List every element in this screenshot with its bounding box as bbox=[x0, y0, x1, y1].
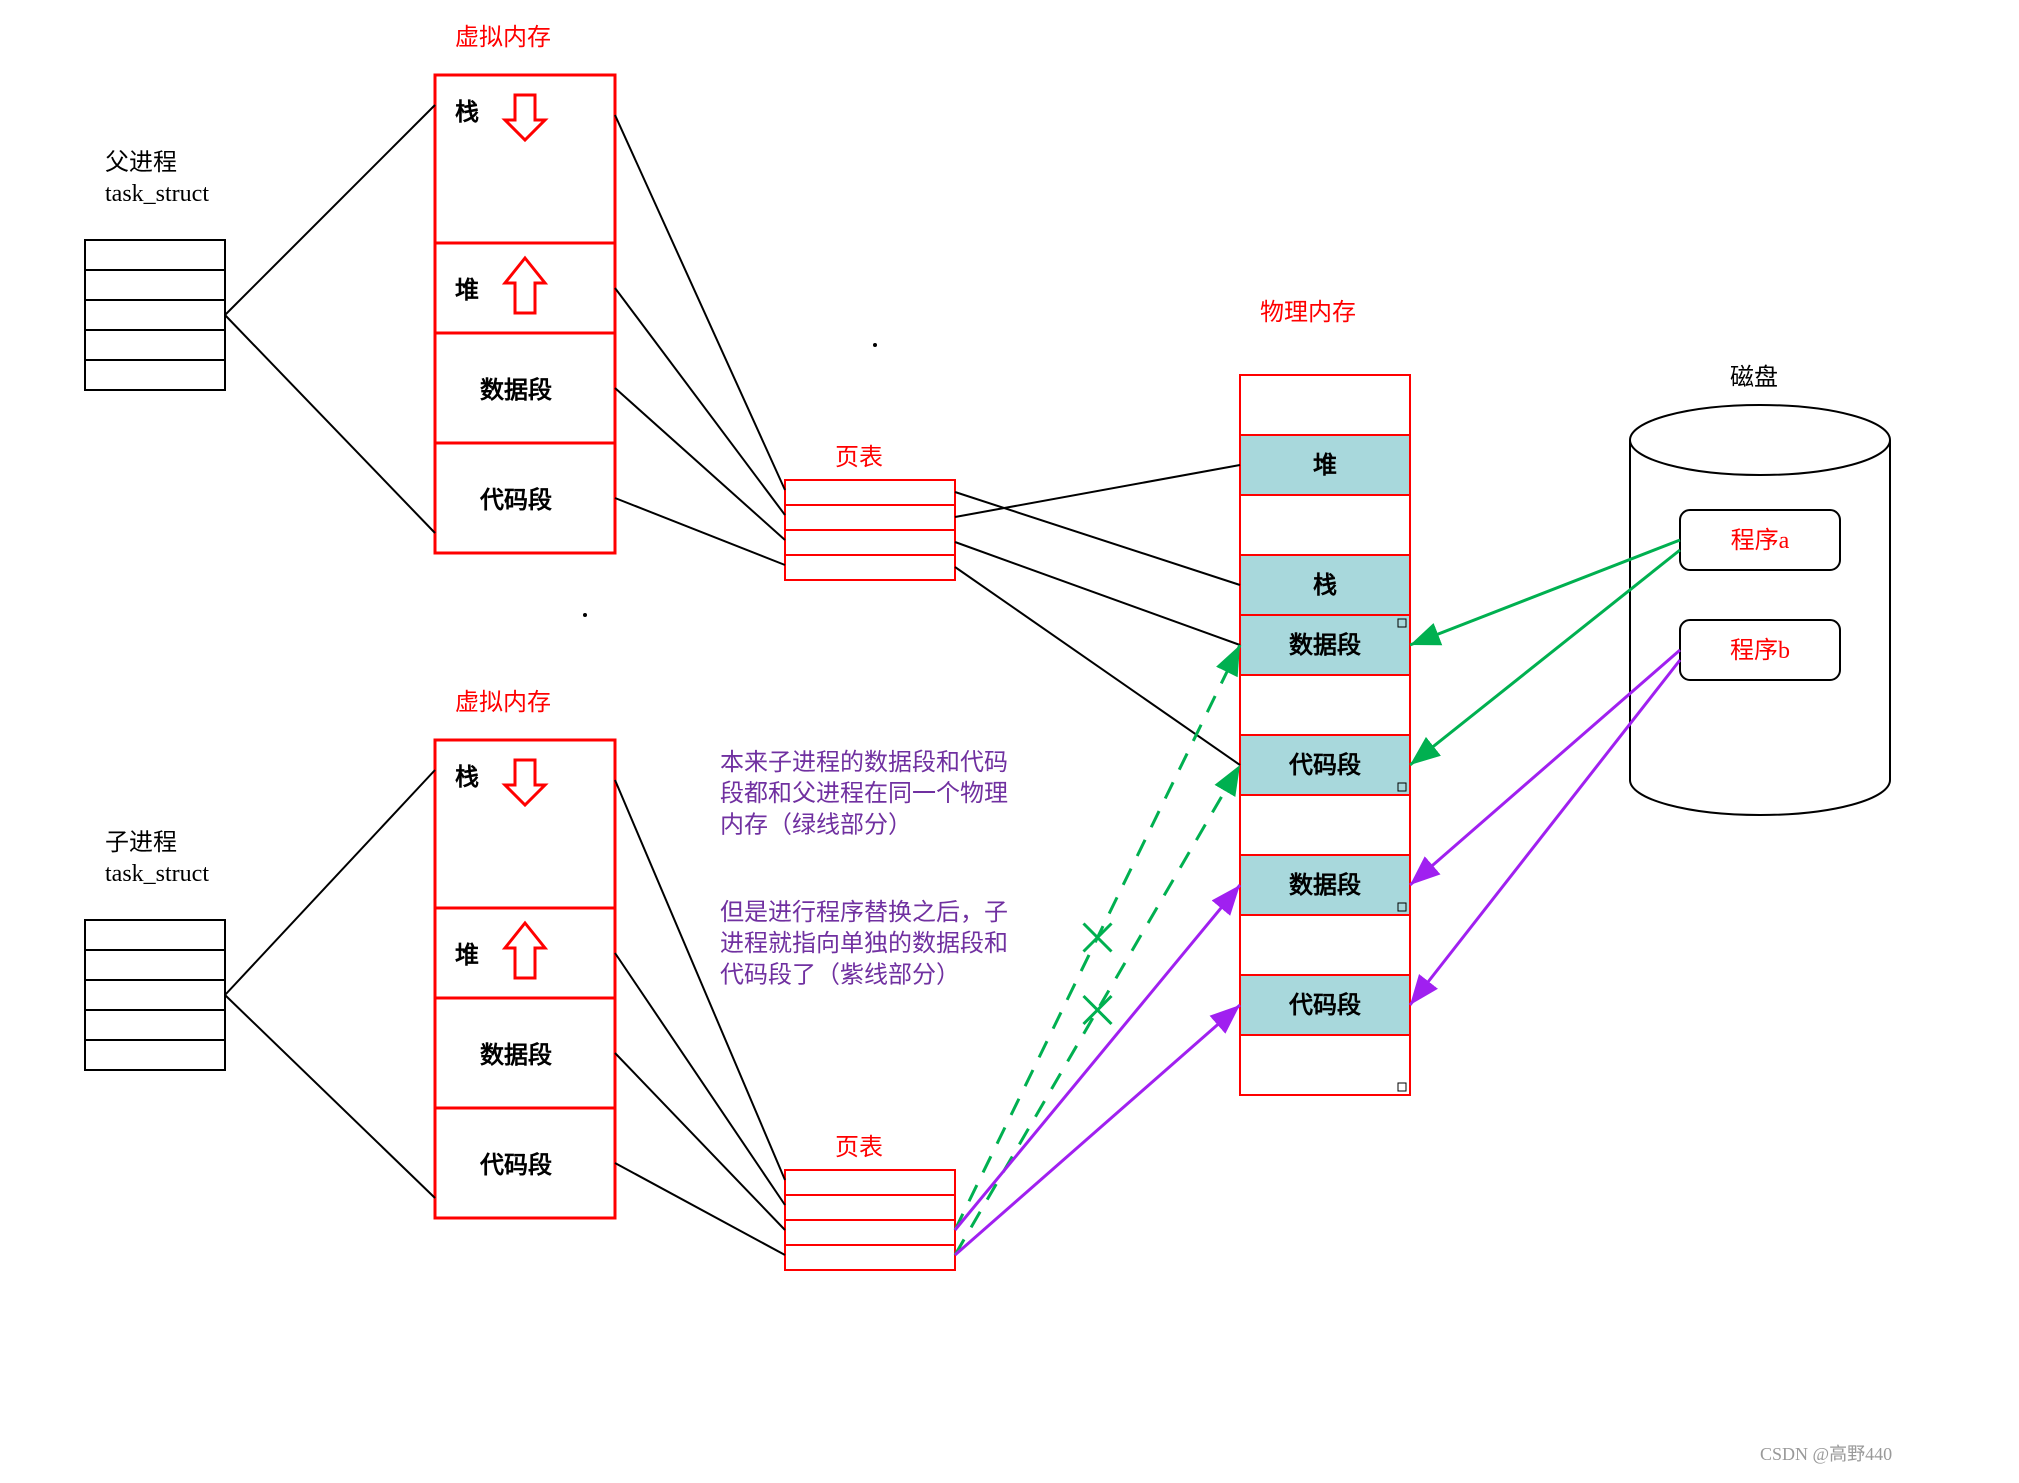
physical-title: 物理内存 bbox=[1260, 299, 1356, 326]
child-vm-title: 虚拟内存 bbox=[455, 689, 551, 716]
parent-struct-row bbox=[85, 270, 225, 300]
parent-struct-row bbox=[85, 300, 225, 330]
parent-pagetable-row bbox=[785, 480, 955, 505]
physical-row-label: 数据段 bbox=[1289, 631, 1361, 659]
child-seg-data: 数据段 bbox=[480, 1041, 552, 1069]
parent-struct-to-vm-top bbox=[225, 105, 435, 315]
child-struct-to-vm-top bbox=[225, 770, 435, 995]
parent-struct-to-vm-bottom bbox=[225, 315, 435, 533]
disk-a-to-code bbox=[1410, 550, 1680, 765]
parent-pagetable-row bbox=[785, 530, 955, 555]
physical-row bbox=[1240, 1035, 1410, 1095]
physical-row-label: 代码段 bbox=[1288, 751, 1361, 779]
child-struct-row bbox=[85, 1010, 225, 1040]
physical-row bbox=[1240, 795, 1410, 855]
physical-row-label: 堆 bbox=[1313, 452, 1337, 479]
note-2: 但是进行程序替换之后，子进程就指向单独的数据段和代码段了（紫线部分） bbox=[720, 899, 1008, 988]
child-struct-row bbox=[85, 920, 225, 950]
parent-struct-row bbox=[85, 330, 225, 360]
parent-struct-row bbox=[85, 360, 225, 390]
parent-pt-to-heap bbox=[955, 465, 1240, 517]
child-pagetable-row bbox=[785, 1220, 955, 1245]
note-1: 本来子进程的数据段和代码段都和父进程在同一个物理内存（绿线部分） bbox=[720, 749, 1008, 838]
memory-diagram: 父进程task_struct虚拟内存栈堆数据段代码段页表子进程task_stru… bbox=[0, 0, 2019, 1483]
physical-row-label: 代码段 bbox=[1288, 991, 1361, 1019]
child-pagetable-row bbox=[785, 1245, 955, 1270]
parent-seg-stack: 栈 bbox=[455, 99, 479, 126]
child-title: 子进程task_struct bbox=[105, 829, 209, 887]
parent-seg-heap: 堆 bbox=[455, 277, 479, 304]
parent-vm-title: 虚拟内存 bbox=[455, 24, 551, 51]
child-stack-arrow bbox=[505, 760, 545, 805]
child-struct-row bbox=[85, 1040, 225, 1070]
disk-program-a-label: 程序a bbox=[1731, 527, 1790, 554]
child-new-to-code bbox=[955, 1005, 1240, 1255]
child-struct-row bbox=[85, 980, 225, 1010]
disk-title: 磁盘 bbox=[1730, 364, 1778, 391]
physical-row bbox=[1240, 375, 1410, 435]
parent-title: 父进程task_struct bbox=[105, 149, 209, 207]
disk-b-to-data2 bbox=[1410, 650, 1680, 885]
child-pagetable-row bbox=[785, 1170, 955, 1195]
parent-struct-row bbox=[85, 240, 225, 270]
parent-pt-to-stack bbox=[955, 492, 1240, 585]
disk-bottom bbox=[1630, 780, 1890, 815]
parent-pagetable-title: 页表 bbox=[835, 444, 883, 471]
disk-a-to-data bbox=[1410, 540, 1680, 645]
child-struct-to-vm-bottom bbox=[225, 995, 435, 1198]
physical-row-label: 栈 bbox=[1313, 572, 1337, 599]
parent-heap-arrow bbox=[505, 258, 545, 313]
parent-pagetable-row bbox=[785, 505, 955, 530]
watermark: CSDN @高野440 bbox=[1760, 1444, 1892, 1464]
child-struct-row bbox=[85, 950, 225, 980]
parent-seg-data: 数据段 bbox=[480, 376, 552, 404]
disk-b-to-code2 bbox=[1410, 660, 1680, 1005]
child-heap-arrow bbox=[505, 923, 545, 978]
child-pagetable-row bbox=[785, 1195, 955, 1220]
child-pagetable-title: 页表 bbox=[835, 1134, 883, 1161]
disk-top bbox=[1630, 405, 1890, 475]
parent-pagetable-row bbox=[785, 555, 955, 580]
physical-row bbox=[1240, 675, 1410, 735]
parent-stack-arrow bbox=[505, 95, 545, 140]
physical-row bbox=[1240, 495, 1410, 555]
physical-row bbox=[1240, 915, 1410, 975]
physical-row-label: 数据段 bbox=[1289, 871, 1361, 899]
child-seg-stack: 栈 bbox=[455, 764, 479, 791]
disk-program-b-label: 程序b bbox=[1730, 637, 1790, 664]
parent-seg-code: 代码段 bbox=[479, 486, 552, 514]
parent-pt-to-data bbox=[955, 542, 1240, 645]
child-seg-code: 代码段 bbox=[479, 1151, 552, 1179]
child-seg-heap: 堆 bbox=[455, 942, 479, 969]
